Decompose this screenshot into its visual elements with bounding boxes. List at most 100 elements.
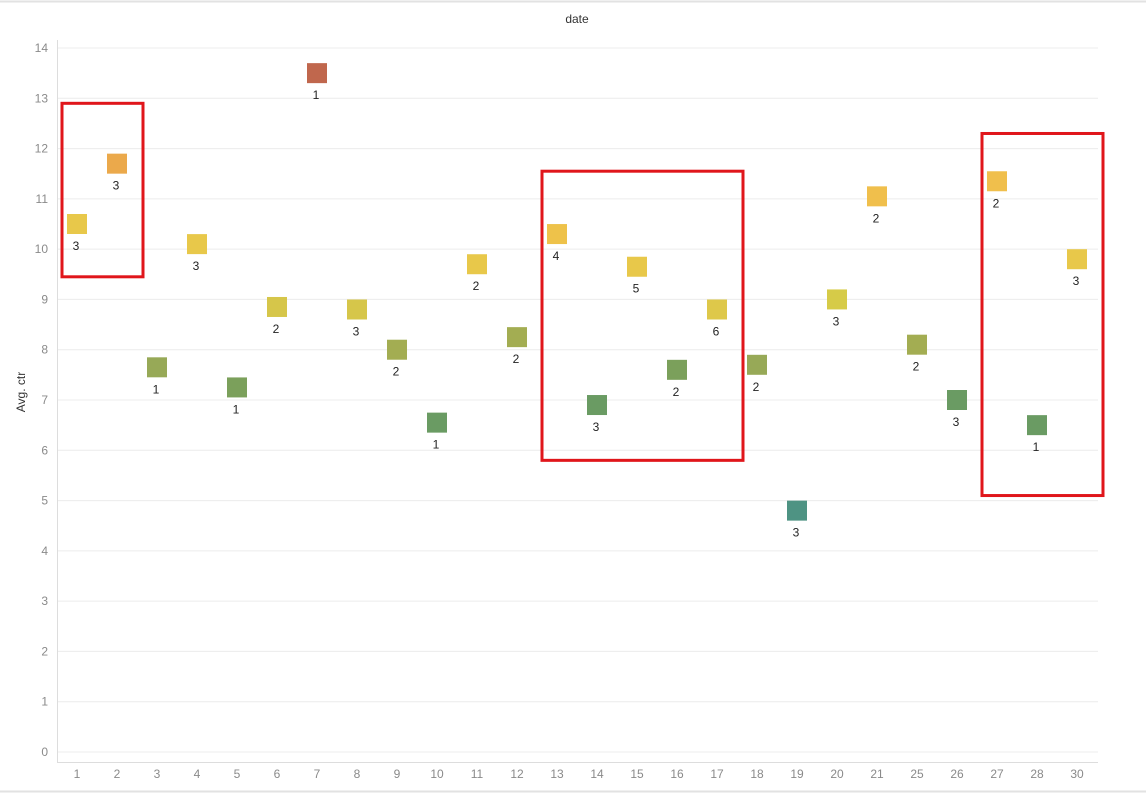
x-tick-label: 7 <box>314 767 321 781</box>
highlight-boxes <box>60 101 1105 498</box>
data-point <box>227 377 247 398</box>
x-tick-label: 11 <box>471 767 484 781</box>
y-axis-label: Avg. ctr <box>14 372 28 412</box>
y-tick-label: 10 <box>35 242 49 256</box>
x-tick-label: 6 <box>274 767 281 781</box>
data-point <box>307 63 327 84</box>
x-tick-label: 2 <box>114 767 121 781</box>
x-tick-labels: 1 2 3 4 5 6 7 8 9 10 11 12 13 14 15 16 17 18 19 20 21 25 26 27 2… <box>74 767 1084 781</box>
data-label: 1 <box>1033 440 1040 454</box>
data-label: 3 <box>1073 274 1080 288</box>
data-point <box>467 254 487 275</box>
data-label: 3 <box>193 259 200 273</box>
data-label: 3 <box>833 314 840 328</box>
x-tick-label: 8 <box>354 767 361 781</box>
data-point <box>267 296 287 317</box>
x-tick-label: 18 <box>750 767 764 781</box>
data-label: 1 <box>313 88 320 102</box>
data-point <box>867 186 887 207</box>
data-point <box>67 214 87 234</box>
data-label: 3 <box>953 415 960 429</box>
y-tick-label: 11 <box>36 192 49 206</box>
highlight-box <box>980 131 1105 498</box>
data-point <box>707 299 727 320</box>
y-tick-label: 3 <box>41 594 48 608</box>
data-label: 4 <box>553 249 560 263</box>
highlight-box <box>540 169 745 462</box>
data-point <box>907 334 927 355</box>
x-tick-label: 27 <box>990 767 1004 781</box>
data-point <box>947 390 967 410</box>
x-tick-label: 19 <box>790 767 804 781</box>
data-label: 1 <box>153 382 160 396</box>
x-tick-label: 15 <box>630 767 644 781</box>
data-label: 2 <box>273 322 280 336</box>
x-tick-label: 17 <box>710 767 724 781</box>
data-point <box>827 289 847 310</box>
data-point <box>387 339 407 360</box>
data-labels: 3 3 1 3 1 2 1 3 2 1 2 2 4 3 5 2 6 2 3 3 2 2 3 2 1 3 <box>73 88 1080 539</box>
x-tick-label: 25 <box>910 767 924 781</box>
y-tick-label: 1 <box>41 695 48 709</box>
y-tick-label: 12 <box>35 142 49 156</box>
data-point <box>747 354 767 375</box>
data-point <box>1027 415 1047 436</box>
chart-title: date <box>565 12 589 26</box>
y-tick-label: 14 <box>35 41 49 55</box>
data-label: 2 <box>393 365 400 379</box>
y-tick-label: 8 <box>41 343 48 357</box>
x-tick-label: 14 <box>590 767 604 781</box>
data-label: 1 <box>433 438 440 452</box>
x-tick-label: 9 <box>394 767 401 781</box>
data-label: 3 <box>113 179 120 193</box>
x-tick-label: 13 <box>550 767 564 781</box>
x-tick-label: 10 <box>430 767 444 781</box>
data-label: 2 <box>913 360 920 374</box>
data-point <box>147 357 167 378</box>
data-label: 2 <box>873 211 880 225</box>
data-point <box>987 171 1007 192</box>
data-point <box>347 299 367 320</box>
y-tick-label: 7 <box>41 393 48 407</box>
data-point <box>1067 249 1087 270</box>
data-label: 3 <box>73 239 80 253</box>
y-tick-label: 9 <box>41 292 48 306</box>
x-tick-label: 20 <box>830 767 844 781</box>
data-label: 2 <box>753 380 760 394</box>
data-label: 3 <box>353 324 360 338</box>
data-label: 2 <box>473 279 480 293</box>
data-point <box>787 500 807 521</box>
x-tick-label: 3 <box>154 767 161 781</box>
x-tick-label: 16 <box>670 767 684 781</box>
data-marks <box>67 63 1087 521</box>
y-tick-label: 6 <box>41 443 48 457</box>
x-tick-label: 26 <box>950 767 964 781</box>
data-point <box>667 359 687 380</box>
y-gridlines <box>57 47 1098 753</box>
data-label: 5 <box>633 282 640 296</box>
x-tick-label: 28 <box>1030 767 1044 781</box>
data-label: 2 <box>673 385 680 399</box>
x-tick-label: 21 <box>870 767 884 781</box>
y-tick-label: 2 <box>41 644 48 658</box>
y-tick-label: 0 <box>41 745 48 759</box>
data-label: 2 <box>513 352 520 366</box>
data-label: 1 <box>233 402 240 416</box>
x-tick-label: 30 <box>1070 767 1084 781</box>
y-tick-label: 4 <box>41 544 48 558</box>
data-label: 2 <box>993 196 1000 210</box>
data-point <box>427 412 447 433</box>
x-tick-label: 12 <box>510 767 524 781</box>
x-tick-label: 5 <box>234 767 241 781</box>
data-label: 3 <box>593 420 600 434</box>
y-tick-label: 13 <box>35 91 49 105</box>
data-label: 6 <box>713 324 720 338</box>
data-point <box>187 234 207 255</box>
data-point <box>587 395 607 416</box>
data-point <box>547 224 567 245</box>
y-tick-label: 5 <box>41 494 48 508</box>
data-label: 3 <box>793 526 800 540</box>
